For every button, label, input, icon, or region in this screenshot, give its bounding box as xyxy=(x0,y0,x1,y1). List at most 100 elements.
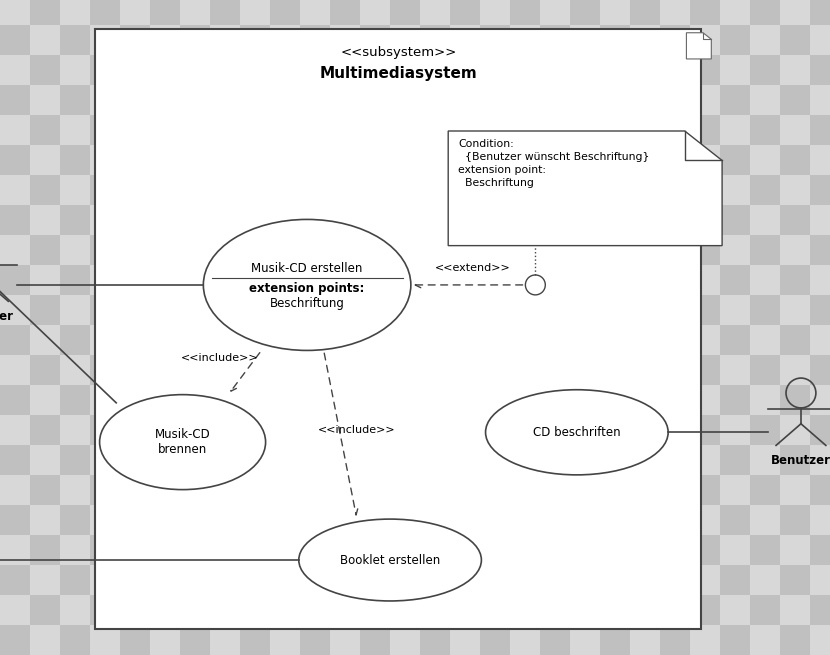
Bar xyxy=(780,205,810,235)
Bar xyxy=(420,175,450,205)
Text: Condition:
  {Benutzer wünscht Beschriftung}
extension point:
  Beschriftung: Condition: {Benutzer wünscht Beschriftun… xyxy=(458,139,650,189)
Bar xyxy=(120,385,150,415)
Bar xyxy=(30,85,60,115)
Bar xyxy=(180,0,210,25)
Bar xyxy=(210,505,240,535)
Bar xyxy=(300,205,330,235)
Bar xyxy=(270,475,300,505)
Bar xyxy=(270,355,300,385)
Bar xyxy=(810,505,830,535)
Bar xyxy=(30,235,60,265)
Bar xyxy=(780,265,810,295)
Bar xyxy=(660,385,690,415)
Bar xyxy=(660,355,690,385)
Bar xyxy=(510,625,540,655)
Bar xyxy=(690,175,720,205)
Bar xyxy=(420,235,450,265)
Bar xyxy=(810,295,830,325)
Bar xyxy=(180,475,210,505)
Bar xyxy=(480,445,510,475)
Bar xyxy=(540,55,570,85)
Bar xyxy=(630,535,660,565)
Bar xyxy=(720,55,750,85)
Bar xyxy=(210,175,240,205)
Bar xyxy=(180,265,210,295)
Bar xyxy=(300,325,330,355)
Bar xyxy=(390,595,420,625)
Bar xyxy=(360,85,390,115)
Bar xyxy=(690,565,720,595)
Bar xyxy=(30,625,60,655)
Bar xyxy=(810,595,830,625)
Bar xyxy=(300,0,330,25)
Bar xyxy=(600,55,630,85)
Bar xyxy=(240,505,270,535)
Bar xyxy=(570,595,600,625)
Bar xyxy=(150,475,180,505)
Bar xyxy=(750,85,780,115)
Bar xyxy=(0,595,30,625)
Bar xyxy=(660,205,690,235)
Bar xyxy=(270,505,300,535)
Bar xyxy=(90,175,120,205)
Bar xyxy=(330,355,360,385)
Ellipse shape xyxy=(299,519,481,601)
Bar xyxy=(450,625,480,655)
Bar xyxy=(720,115,750,145)
Bar xyxy=(540,535,570,565)
Bar xyxy=(420,145,450,175)
Bar xyxy=(720,175,750,205)
Bar xyxy=(150,175,180,205)
Bar xyxy=(510,265,540,295)
Bar xyxy=(60,85,90,115)
Bar xyxy=(120,625,150,655)
Bar xyxy=(660,115,690,145)
Bar xyxy=(750,475,780,505)
Bar xyxy=(0,355,30,385)
Bar xyxy=(750,595,780,625)
Bar xyxy=(360,55,390,85)
Bar xyxy=(720,445,750,475)
Text: Musik-CD erstellen: Musik-CD erstellen xyxy=(251,262,363,275)
Bar xyxy=(330,595,360,625)
Bar xyxy=(600,0,630,25)
Bar xyxy=(300,115,330,145)
Bar xyxy=(570,145,600,175)
Bar xyxy=(300,85,330,115)
Bar xyxy=(150,295,180,325)
Bar xyxy=(240,85,270,115)
Bar xyxy=(390,535,420,565)
Bar xyxy=(810,535,830,565)
Bar xyxy=(420,415,450,445)
Bar xyxy=(210,145,240,175)
Bar xyxy=(300,235,330,265)
Bar xyxy=(810,175,830,205)
Bar xyxy=(780,25,810,55)
Bar xyxy=(270,85,300,115)
Bar xyxy=(270,385,300,415)
Bar xyxy=(630,625,660,655)
Bar xyxy=(0,175,30,205)
Bar xyxy=(270,115,300,145)
Bar xyxy=(30,595,60,625)
Bar xyxy=(240,355,270,385)
Bar xyxy=(630,175,660,205)
Bar xyxy=(480,25,510,55)
Bar xyxy=(120,235,150,265)
Bar xyxy=(300,175,330,205)
Bar xyxy=(780,505,810,535)
Bar xyxy=(240,475,270,505)
Bar xyxy=(240,235,270,265)
Bar xyxy=(810,325,830,355)
Bar xyxy=(60,475,90,505)
Bar xyxy=(420,55,450,85)
Bar xyxy=(210,115,240,145)
Bar xyxy=(660,295,690,325)
Bar xyxy=(90,505,120,535)
Bar xyxy=(270,0,300,25)
Bar xyxy=(150,145,180,175)
Bar xyxy=(480,205,510,235)
Bar xyxy=(480,625,510,655)
Bar xyxy=(270,535,300,565)
Bar xyxy=(420,475,450,505)
